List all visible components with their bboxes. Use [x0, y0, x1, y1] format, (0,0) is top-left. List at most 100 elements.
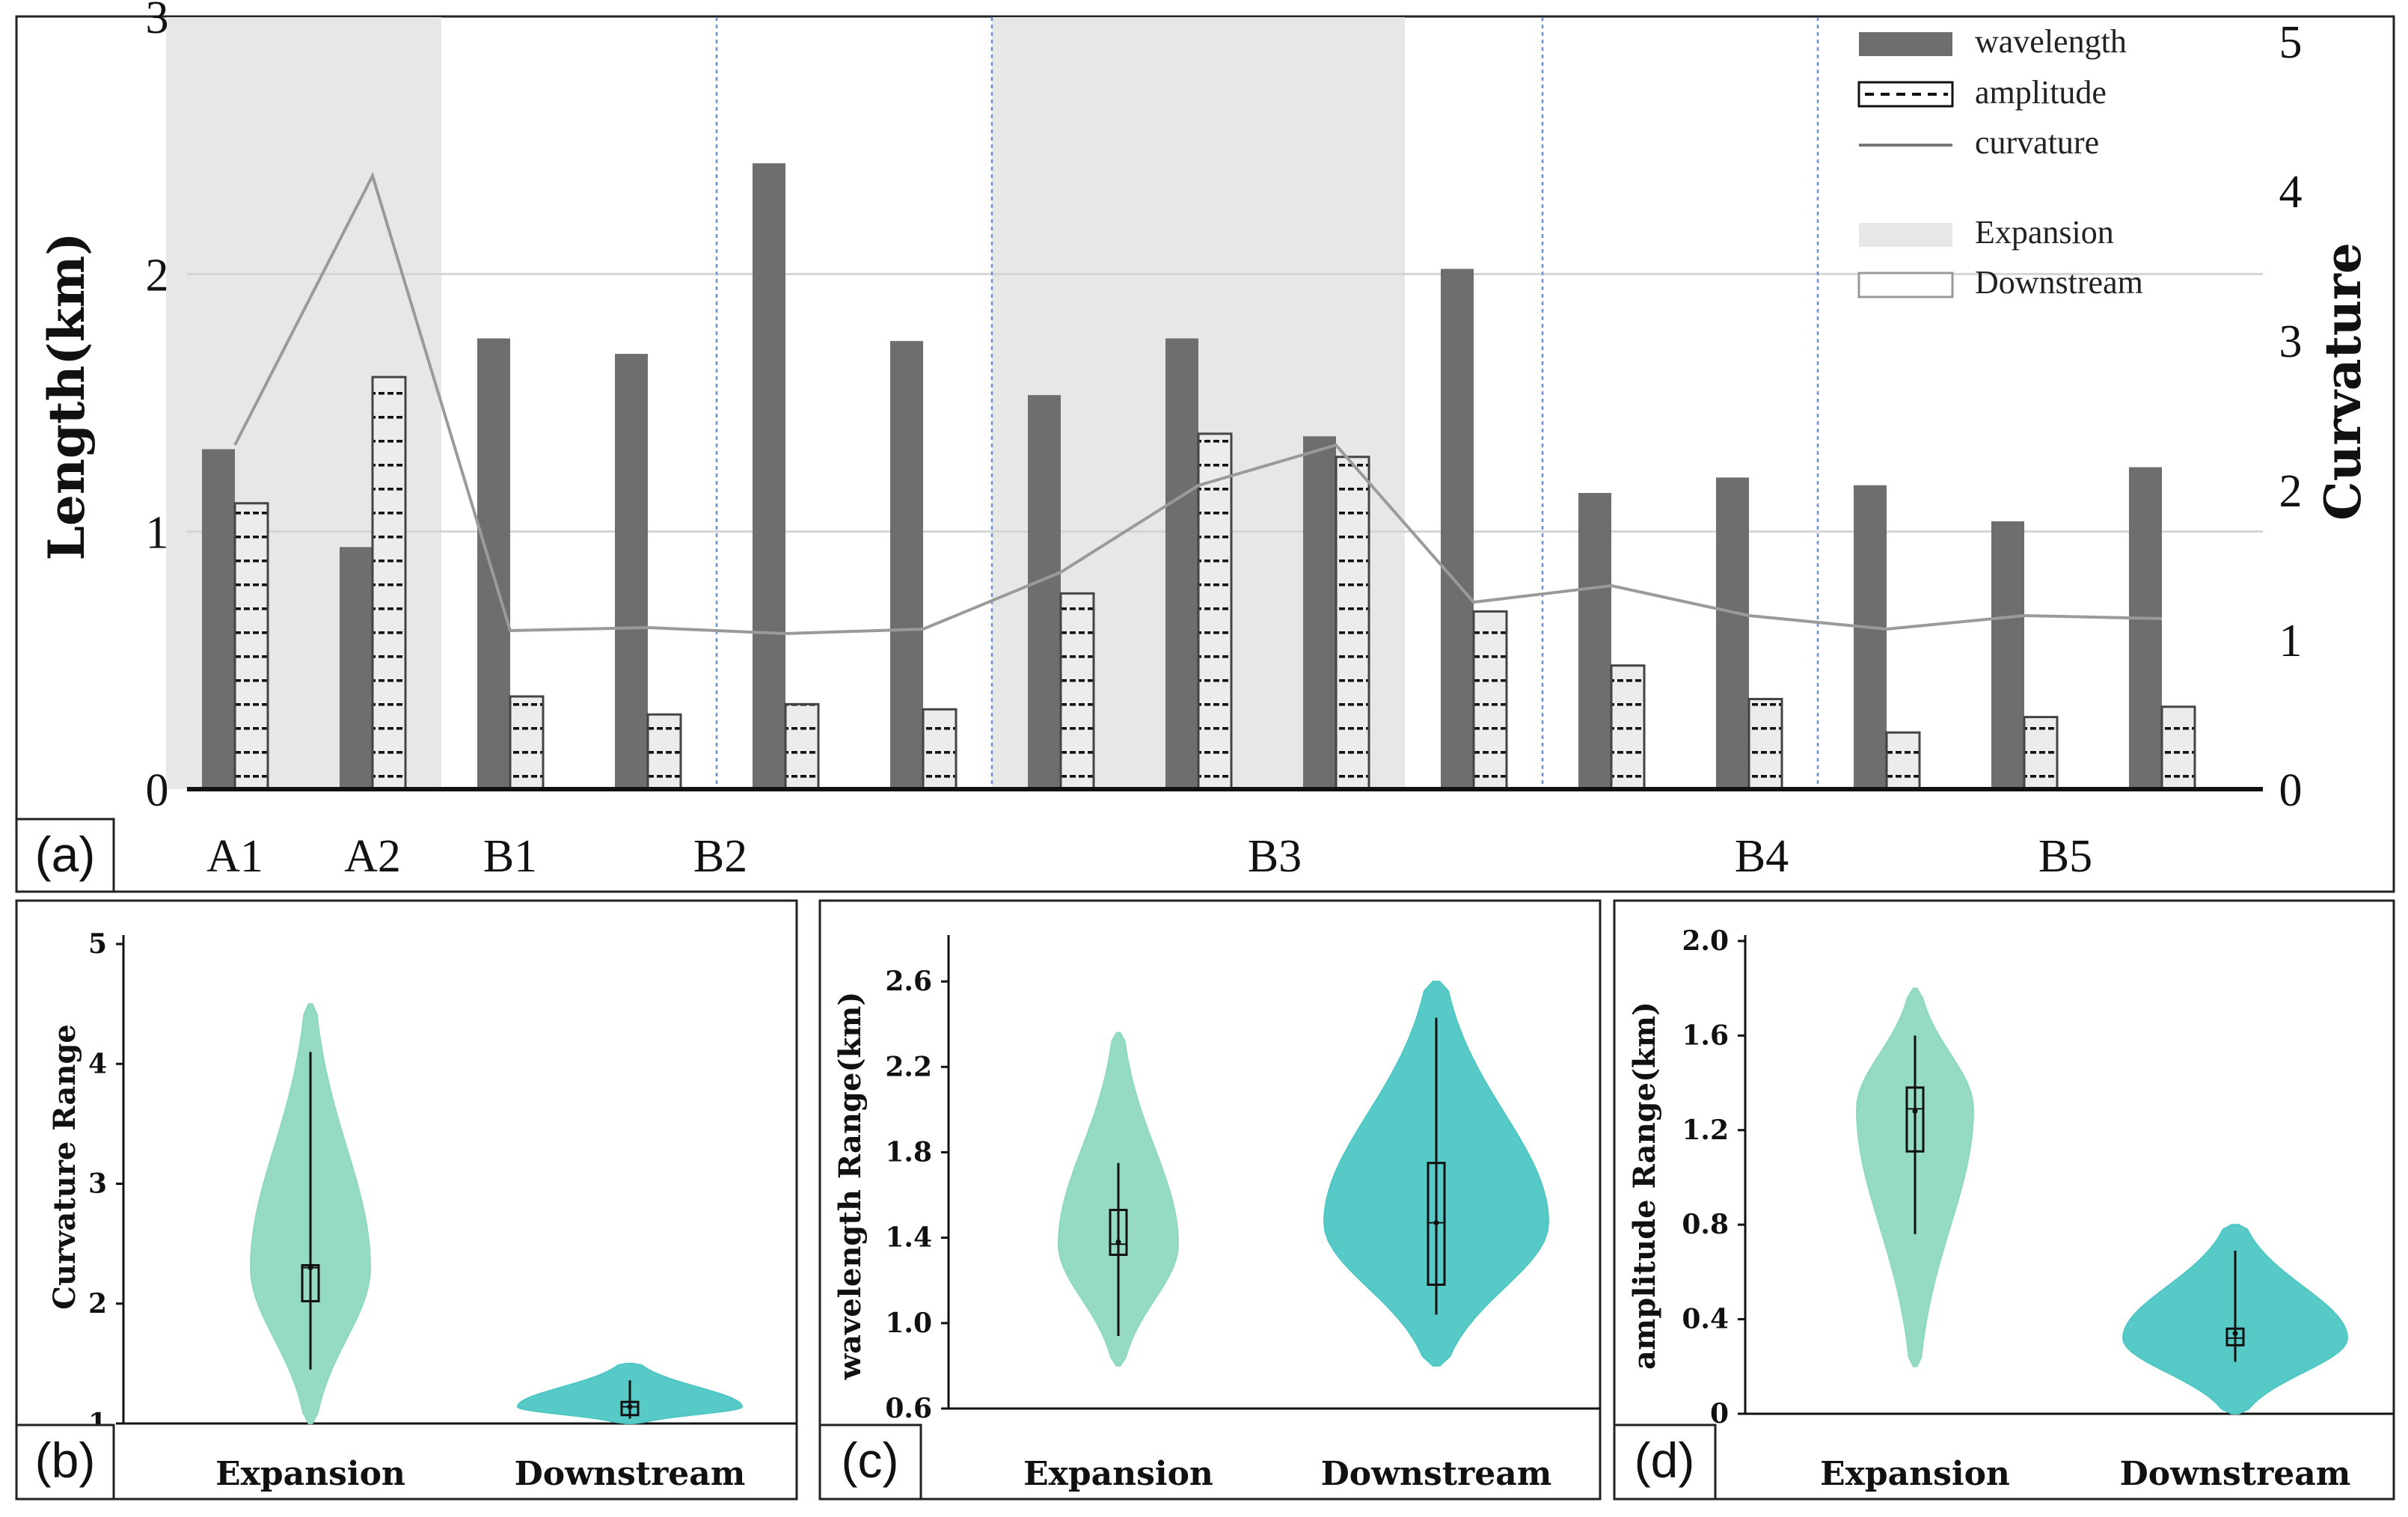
- wavelength-bar: [1716, 477, 1749, 789]
- legend-label-expansion: Expansion: [1975, 214, 2114, 251]
- panel-b-label: (b): [35, 1432, 96, 1488]
- amplitude-bar: [1610, 664, 1646, 791]
- legend-swatch-expansion: [1859, 223, 1952, 247]
- legend: wavelength amplitude curvature Expansion…: [1857, 23, 2143, 301]
- y-tick-label: 2.6: [885, 966, 932, 997]
- wavelength-bar: [1854, 485, 1887, 789]
- mean-point: [307, 1265, 313, 1271]
- category-label: Expansion: [215, 1455, 405, 1493]
- panel-a-label-box: [15, 818, 115, 893]
- y2-tick-label: 3: [2279, 316, 2303, 367]
- y2-tick-label: 0: [2279, 765, 2303, 816]
- group-label: B1: [483, 831, 537, 882]
- y-tick-label: 4: [88, 1048, 107, 1079]
- group-labels: A1 A2 B1 B2 B3 B4 B5: [206, 831, 2092, 882]
- amplitude-bar: [1747, 697, 1783, 791]
- amplitude-bar: [1472, 610, 1508, 791]
- y-tick-label: 1.6: [1682, 1020, 1729, 1051]
- wavelength-bar: [1028, 395, 1061, 789]
- amplitude-bar: [2023, 716, 2059, 791]
- y-tick-label: 0.6: [885, 1393, 932, 1424]
- group-dividers: [715, 17, 1819, 789]
- bars: [202, 163, 2196, 791]
- panel-a-frame: [15, 15, 2395, 893]
- mean-point: [1912, 1109, 1918, 1115]
- violin-plot-c: 0.6 1.0 1.4 1.8 2.2 2.6 Expansion Downstream: [885, 935, 1600, 1493]
- amplitude-bar: [646, 713, 682, 791]
- panel-c-frame: [818, 899, 1602, 1501]
- panel-a-label: (a): [35, 827, 96, 882]
- y-tick-label: 1.8: [885, 1136, 932, 1168]
- legend-swatch-downstream: [1857, 272, 1954, 298]
- y-tick-label: 2: [146, 250, 169, 301]
- d-y-axis-label: amplitude Range(km): [1627, 1002, 1662, 1370]
- amplitude-bar: [2160, 705, 2196, 791]
- iqr-box: [620, 1400, 640, 1417]
- panel-b-frame: [15, 899, 798, 1501]
- group-label: B2: [693, 831, 747, 882]
- amplitude-bar: [1335, 456, 1370, 791]
- panel-a: 0 1 2 3 0 1 2 3 4 5 Length(km) Curvature A1 A2 B1 B…: [15, 0, 2395, 893]
- wavelength-bar: [2129, 467, 2162, 789]
- amplitude-bar: [1059, 592, 1095, 791]
- legend-swatch-wavelength: [1859, 32, 1952, 56]
- group-label: B3: [1248, 831, 1302, 882]
- y-tick-label: 5: [88, 928, 107, 960]
- y-axis-label: Length(km): [37, 232, 96, 560]
- legend-swatch-amplitude: [1857, 81, 1954, 108]
- wavelength-bar: [1441, 269, 1474, 789]
- y-tick-label: 1: [146, 508, 169, 559]
- y2-axis-label: Curvature: [2314, 242, 2372, 521]
- wavelength-bar: [753, 163, 785, 789]
- curvature-line: [233, 171, 2163, 636]
- group-label: B5: [2038, 831, 2092, 882]
- amplitude-bar: [922, 708, 958, 791]
- iqr-box: [1905, 1086, 1925, 1153]
- panel-d-frame: [1613, 899, 2395, 1501]
- left-y-ticks: 0 1 2 3: [146, 0, 169, 816]
- iqr-box: [1109, 1209, 1128, 1256]
- category-label: Expansion: [1023, 1455, 1213, 1493]
- y2-tick-label: 2: [2279, 466, 2303, 517]
- y-tick-label: 3: [146, 0, 169, 43]
- panel-d-label-box: [1613, 1423, 1717, 1501]
- category-label: Downstream: [1321, 1455, 1552, 1493]
- panel-c-label: (c): [842, 1432, 899, 1488]
- category-label: Expansion: [1820, 1455, 2010, 1493]
- mean-point: [2232, 1331, 2238, 1337]
- wavelength-bar: [890, 340, 923, 789]
- y-tick-label: 2.0: [1682, 925, 1729, 957]
- y-tick-label: 0: [146, 765, 169, 816]
- b-y-axis-label: Curvature Range: [47, 1024, 82, 1310]
- category-label: Downstream: [2120, 1455, 2351, 1493]
- y-tick-label: 0.4: [1682, 1304, 1729, 1335]
- c-y-axis-label: wavelength Range(km): [833, 992, 868, 1381]
- amplitude-bar: [784, 702, 820, 791]
- y-tick-label: 2.2: [885, 1051, 932, 1082]
- y2-tick-label: 4: [2279, 167, 2303, 218]
- y2-tick-label: 1: [2279, 616, 2303, 666]
- wavelength-bar: [340, 547, 373, 789]
- wavelength-bar: [1578, 493, 1611, 789]
- right-y-ticks: 0 1 2 3 4 5: [2279, 17, 2303, 816]
- panel-b-label-box: [15, 1423, 115, 1501]
- amplitude-bar: [509, 695, 545, 791]
- iqr-box: [1427, 1162, 1446, 1286]
- y-tick-label: 0.8: [1682, 1209, 1729, 1240]
- wavelength-bar: [1165, 338, 1198, 790]
- wavelength-bar: [615, 354, 648, 789]
- wavelength-bar: [1303, 436, 1336, 789]
- group-label: A2: [344, 831, 401, 882]
- legend-label-amplitude: amplitude: [1975, 74, 2107, 111]
- wavelength-bar: [1991, 521, 2024, 789]
- amplitude-bar: [371, 376, 407, 791]
- legend-label-downstream: Downstream: [1975, 264, 2143, 301]
- panel-d-label: (d): [1635, 1432, 1695, 1488]
- iqr-box: [2225, 1327, 2245, 1346]
- panel-c: 0.6 1.0 1.4 1.8 2.2 2.6 Expansion Downstream wa…: [818, 899, 1602, 1501]
- amplitude-bar: [233, 502, 269, 791]
- legend-label-wavelength: wavelength: [1975, 23, 2127, 60]
